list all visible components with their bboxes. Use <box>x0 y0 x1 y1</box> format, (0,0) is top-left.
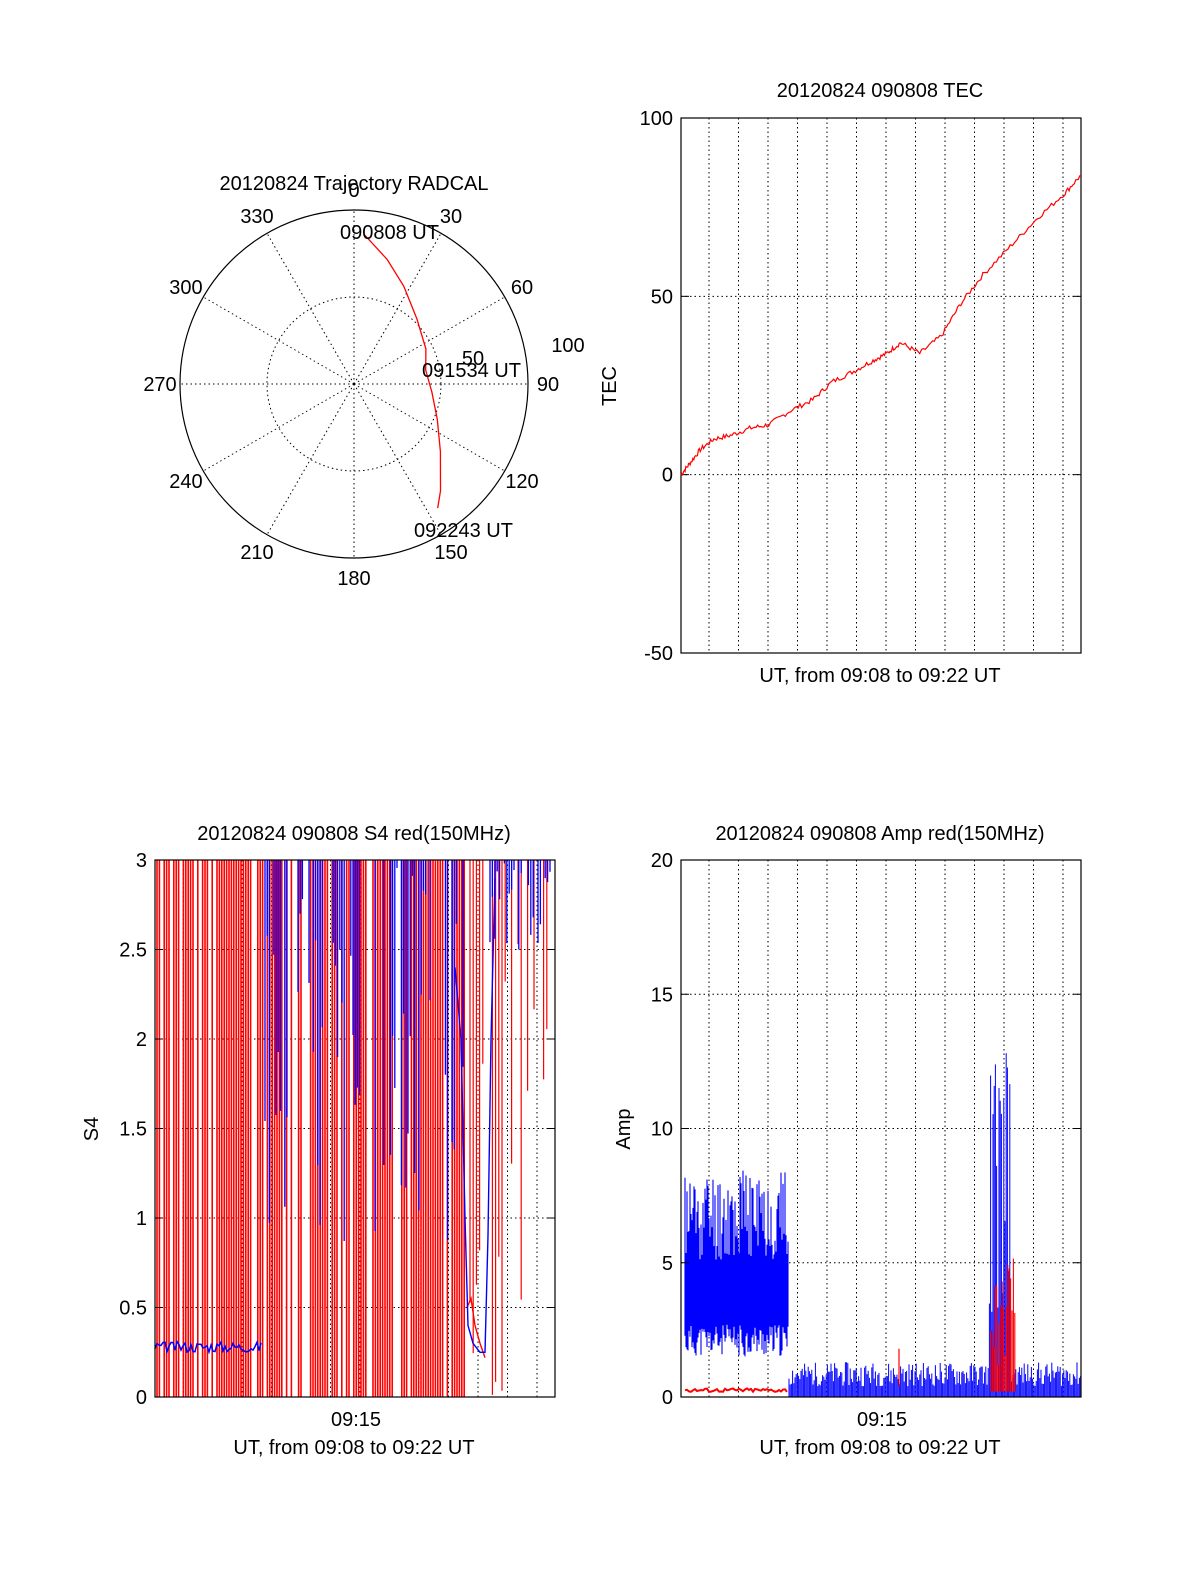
polar-title: 20120824 Trajectory RADCAL <box>219 173 488 195</box>
polar-angle-label: 240 <box>169 471 202 493</box>
polar-grid-spoke <box>353 383 442 535</box>
y-tick-label: 50 <box>651 286 673 308</box>
amp-y-ticks: 20 15 10 5 0 <box>651 850 1081 1409</box>
s4-title: 20120824 090808 S4 red(150MHz) <box>197 823 511 845</box>
s4-y-ticks: 3 2.5 2 1.5 1 0.5 0 <box>119 850 555 1409</box>
tec-grid <box>681 118 1081 653</box>
amp-x-tick-0915: 09:15 <box>857 1409 907 1431</box>
polar-radius-label-50: 50 <box>462 348 484 370</box>
polar-radius-label-100: 100 <box>551 335 584 357</box>
s4-red-bump <box>466 1296 486 1358</box>
polar-grid-spoke <box>266 383 355 535</box>
amp-red-series <box>684 1258 1016 1394</box>
trajectory-start-label: 090808 UT <box>340 222 439 244</box>
amp-blue-series <box>684 1053 1082 1397</box>
tec-x-axis-label: UT, from 09:08 to 09:22 UT <box>759 665 1000 687</box>
s4-x-axis-label: UT, from 09:08 to 09:22 UT <box>233 1437 474 1459</box>
polar-grid-spoke <box>203 296 355 385</box>
polar-angle-label: 270 <box>143 374 176 396</box>
amp-grid <box>681 860 1081 1397</box>
s4-chart: 20120824 090808 S4 red(150MHz) 3 2.5 2 1.5 1… <box>81 823 556 1459</box>
polar-angle-label: 180 <box>337 568 370 590</box>
polar-angle-label: 90 <box>537 374 559 396</box>
polar-angle-label: 0 <box>348 180 359 202</box>
tec-y-axis-label: TEC <box>599 366 621 406</box>
y-tick-label: 1 <box>136 1208 147 1230</box>
y-tick-label: 2.5 <box>119 940 147 962</box>
s4-blue-dip <box>454 877 496 1354</box>
polar-grid-spoke <box>353 383 505 472</box>
polar-angle-label: 120 <box>505 471 538 493</box>
polar-chart: 20120824 Trajectory RADCAL 0 30 60 90 120 150… <box>143 173 584 590</box>
y-tick-label: 0 <box>662 1387 673 1409</box>
amp-x-axis-label: UT, from 09:08 to 09:22 UT <box>759 1437 1000 1459</box>
polar-angle-label: 30 <box>440 206 462 228</box>
amp-title: 20120824 090808 Amp red(150MHz) <box>715 823 1044 845</box>
polar-angle-label: 330 <box>240 206 273 228</box>
y-tick-label: 5 <box>662 1253 673 1275</box>
trajectory-line <box>363 234 442 509</box>
tec-series-line <box>680 174 1082 477</box>
y-tick-label: 100 <box>640 108 673 130</box>
polar-angle-label: 300 <box>169 277 202 299</box>
polar-angle-labels: 0 30 60 90 120 150 180 210 240 270 300 330 <box>143 180 559 590</box>
polar-angle-label: 60 <box>511 277 533 299</box>
y-tick-label: 0.5 <box>119 1298 147 1320</box>
y-tick-label: 0 <box>662 465 673 487</box>
polar-angle-label: 210 <box>240 542 273 564</box>
y-tick-label: -50 <box>644 643 673 665</box>
s4-blue-series <box>154 860 551 1355</box>
polar-grid-spoke <box>353 233 442 385</box>
trajectory-mid-label: 091534 UT <box>422 360 521 382</box>
amp-red-baseline <box>684 1387 788 1394</box>
polar-grid-spoke <box>266 233 355 385</box>
y-tick-label: 2 <box>136 1029 147 1051</box>
y-tick-label: 0 <box>136 1387 147 1409</box>
tec-plot-frame <box>680 117 1082 654</box>
amp-y-axis-label: Amp <box>613 1108 635 1149</box>
polar-angle-label: 150 <box>434 542 467 564</box>
amp-chart: 20120824 090808 Amp red(150MHz) 20 15 10 5 0… <box>613 823 1082 1459</box>
y-tick-label: 20 <box>651 850 673 872</box>
polar-grid-spoke <box>353 296 505 385</box>
polar-outer-circle <box>179 209 529 559</box>
tec-y-ticks: 100 50 0 -50 <box>640 108 1081 665</box>
trajectory-end-label: 092243 UT <box>414 520 513 542</box>
s4-x-tick-0915: 09:15 <box>331 1409 381 1431</box>
tec-chart: 20120824 090808 TEC 100 50 0 -50 TEC UT, fr… <box>599 80 1082 687</box>
y-tick-label: 3 <box>136 850 147 872</box>
polar-grid <box>180 210 528 558</box>
y-tick-label: 1.5 <box>119 1119 147 1141</box>
tec-title: 20120824 090808 TEC <box>777 80 983 102</box>
y-tick-label: 10 <box>651 1119 673 1141</box>
s4-y-axis-label: S4 <box>81 1117 103 1141</box>
y-tick-label: 15 <box>651 984 673 1006</box>
polar-grid-spoke <box>203 383 355 472</box>
s4-blue-baseline <box>154 1339 262 1355</box>
